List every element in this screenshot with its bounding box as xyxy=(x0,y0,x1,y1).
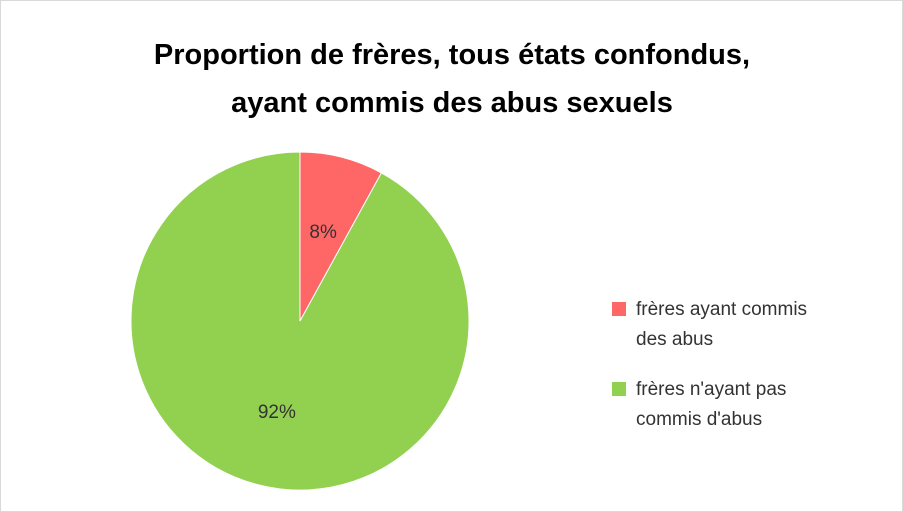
pie-slice xyxy=(130,151,470,491)
data-label: 8% xyxy=(309,222,337,243)
legend-swatch xyxy=(612,302,626,316)
legend-label: frères ayant commis des abus xyxy=(636,299,808,350)
chart-title: ayant commis des abus sexuels xyxy=(231,87,673,119)
data-label: 92% xyxy=(258,402,296,423)
legend-swatch xyxy=(612,382,626,396)
chart-title: Proportion de frères, tous états confond… xyxy=(154,39,750,71)
legend-label: frères n'ayant pas commis d'abus xyxy=(636,379,787,430)
